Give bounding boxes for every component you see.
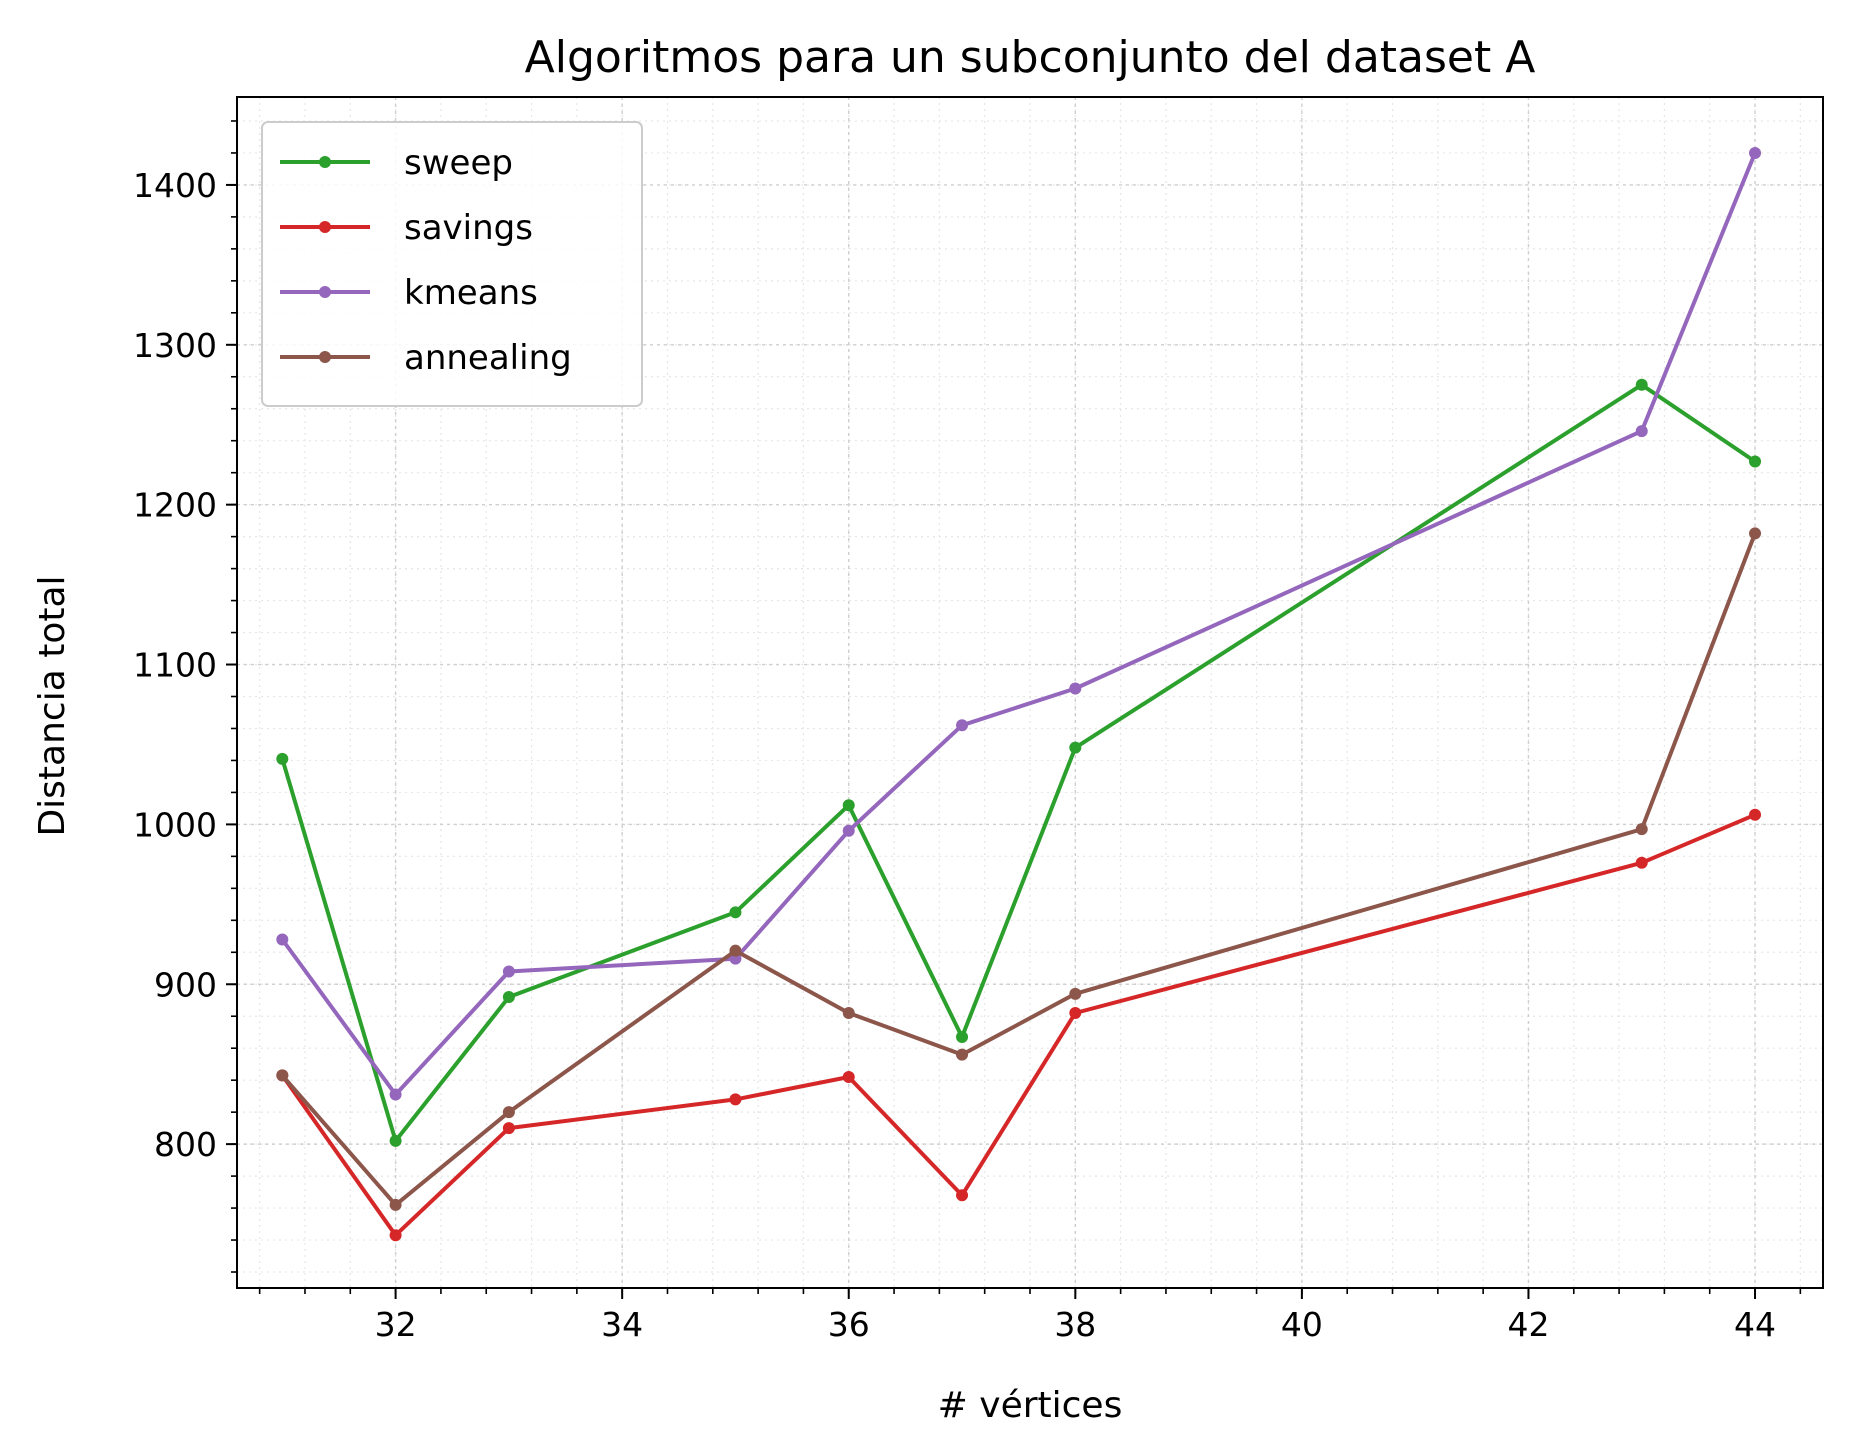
data-point-annealing <box>1749 527 1762 540</box>
y-tick-label: 900 <box>154 965 217 1004</box>
legend: sweep savings kmeans annealing <box>261 121 643 407</box>
legend-item-sweep: sweep <box>280 143 513 183</box>
data-point-sweep <box>842 799 855 812</box>
legend-marker <box>319 221 331 233</box>
data-point-sweep <box>276 752 289 765</box>
data-point-kmeans <box>842 824 855 837</box>
legend-item-savings: savings <box>280 208 533 248</box>
axis-ticks: 32 34 36 38 40 42 44 800 900 1000 1100 1200 1300 1400 <box>133 120 1802 1344</box>
series-annealing <box>276 527 1762 1211</box>
data-point-savings <box>842 1070 855 1083</box>
legend-label: savings <box>404 208 533 248</box>
x-tick-label: 44 <box>1734 1305 1776 1344</box>
data-point-savings <box>389 1229 402 1242</box>
data-point-annealing <box>729 944 742 957</box>
data-point-kmeans <box>1069 682 1082 695</box>
data-point-kmeans <box>389 1088 402 1101</box>
legend-marker <box>319 351 331 363</box>
data-point-annealing <box>842 1007 855 1020</box>
series-savings <box>276 808 1762 1242</box>
x-tick-label: 38 <box>1054 1305 1096 1344</box>
y-axis-label: Distancia total <box>32 575 73 836</box>
x-tick-label: 36 <box>828 1305 870 1344</box>
legend-label: annealing <box>404 338 572 378</box>
data-point-annealing <box>1069 987 1082 1000</box>
data-point-savings <box>502 1122 515 1135</box>
series-line-sweep <box>280 382 1757 1143</box>
series-layer <box>276 146 1762 1242</box>
y-tick-label: 800 <box>154 1125 217 1164</box>
data-point-annealing <box>276 1069 289 1082</box>
data-point-savings <box>1635 856 1648 869</box>
data-point-kmeans <box>502 965 515 978</box>
data-point-sweep <box>1749 455 1762 468</box>
data-point-sweep <box>1635 378 1648 391</box>
x-tick-label: 42 <box>1507 1305 1549 1344</box>
legend-marker <box>319 156 331 168</box>
y-tick-label: 1100 <box>133 646 217 685</box>
data-point-kmeans <box>276 933 289 946</box>
y-tick-label: 1400 <box>133 166 217 205</box>
y-tick-label: 1300 <box>133 326 217 365</box>
legend-label: sweep <box>404 143 513 183</box>
data-point-sweep <box>956 1031 969 1044</box>
x-tick-label: 32 <box>375 1305 417 1344</box>
data-point-annealing <box>956 1048 969 1061</box>
legend-box <box>261 121 643 407</box>
data-point-savings <box>1069 1007 1082 1020</box>
data-point-kmeans <box>1635 425 1648 438</box>
data-point-annealing <box>502 1106 515 1119</box>
data-point-savings <box>729 1093 742 1106</box>
legend-marker <box>319 286 331 298</box>
x-tick-label: 40 <box>1281 1305 1323 1344</box>
legend-label: kmeans <box>404 273 538 313</box>
series-sweep <box>276 378 1762 1147</box>
data-point-savings <box>1749 808 1762 821</box>
y-tick-label: 1000 <box>133 805 217 844</box>
data-point-annealing <box>389 1198 402 1211</box>
y-tick-label: 1200 <box>133 486 217 525</box>
data-point-sweep <box>389 1134 402 1147</box>
data-point-kmeans <box>956 719 969 732</box>
data-point-savings <box>956 1189 969 1202</box>
x-axis-label: # vértices <box>938 1385 1123 1426</box>
legend-item-annealing: annealing <box>280 338 572 378</box>
data-point-sweep <box>729 906 742 919</box>
series-kmeans <box>276 146 1762 1101</box>
data-point-sweep <box>502 991 515 1004</box>
data-point-annealing <box>1635 823 1648 836</box>
chart-title: Algoritmos para un subconjunto del datas… <box>525 32 1536 83</box>
legend-item-kmeans: kmeans <box>280 273 538 313</box>
x-tick-label: 34 <box>601 1305 643 1344</box>
data-point-sweep <box>1069 741 1082 754</box>
data-point-kmeans <box>1749 146 1762 159</box>
